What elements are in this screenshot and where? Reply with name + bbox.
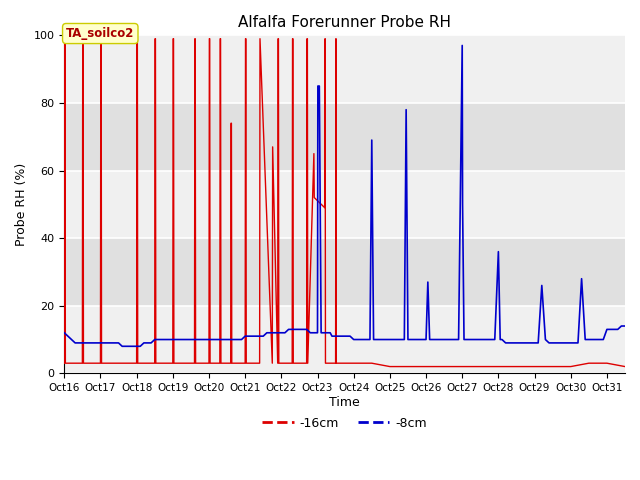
Title: Alfalfa Forerunner Probe RH: Alfalfa Forerunner Probe RH [238, 15, 451, 30]
Bar [64, 238, 625, 306]
Bar [64, 306, 625, 373]
Bar [64, 36, 625, 103]
Bar [64, 170, 625, 238]
Y-axis label: Probe RH (%): Probe RH (%) [15, 163, 28, 246]
Legend: -16cm, -8cm: -16cm, -8cm [257, 412, 432, 435]
Bar [64, 103, 625, 170]
Text: TA_soilco2: TA_soilco2 [66, 27, 134, 40]
X-axis label: Time: Time [329, 396, 360, 409]
